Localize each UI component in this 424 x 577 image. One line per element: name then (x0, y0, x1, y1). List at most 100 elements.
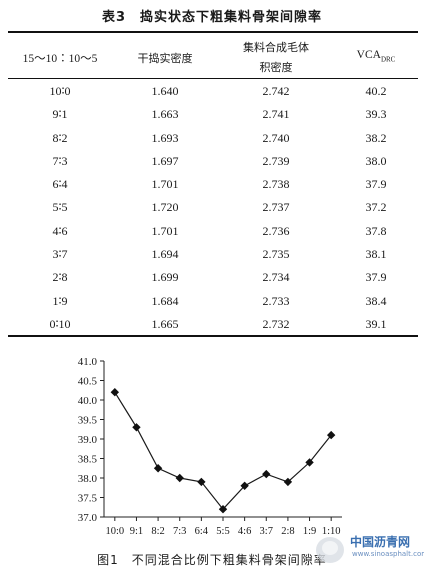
cell-bulk: 2.735 (262, 247, 290, 262)
cell-ratio: 3∶7 (52, 247, 68, 262)
cell-dry: 1.665 (151, 316, 179, 331)
cell-vca: 38.0 (365, 153, 387, 168)
y-tick-label: 38.0 (78, 473, 98, 485)
cell-vca: 37.9 (365, 177, 387, 192)
header-bulk-density-line1: 集料合成毛体 (243, 41, 309, 54)
table-row: 3∶7 1.694 2.735 38.1 (8, 243, 418, 266)
table-row: 10∶0 1.640 2.742 40.2 (8, 80, 418, 103)
cell-vca: 37.9 (365, 270, 387, 285)
table-row: 0∶10 1.665 2.732 39.1 (8, 313, 418, 336)
figure-caption: 图1 不同混合比例下粗集料骨架间隙率 (97, 553, 327, 567)
cell-dry: 1.701 (151, 177, 179, 192)
x-tick-label: 10:0 (105, 526, 124, 537)
header-bulk-density: 集料合成毛体 积密度 (218, 38, 334, 78)
header-vca: VCADRC (334, 49, 418, 63)
cell-ratio: 6∶4 (52, 177, 68, 192)
x-tick-label: 2:8 (281, 526, 294, 537)
cell-bulk: 2.739 (262, 153, 290, 168)
x-tick-label: 6:4 (195, 526, 209, 537)
header-vca-sub: DRC (380, 55, 396, 64)
cell-dry: 1.720 (151, 200, 179, 215)
cell-bulk: 2.733 (262, 293, 290, 308)
data-point-diamond (175, 473, 184, 483)
cell-vca: 38.1 (365, 247, 387, 262)
vca-line-chart: 41.0 40.5 40.0 39.5 39.0 38.5 38.0 37.5 37.0 10:0… (78, 356, 342, 537)
x-tick-label: 4:6 (238, 526, 251, 537)
x-tick-label: 9:1 (130, 526, 143, 537)
cell-ratio: 7∶3 (52, 153, 68, 168)
cell-dry: 1.684 (151, 293, 179, 308)
data-point-diamond (132, 423, 141, 432)
cell-dry: 1.699 (151, 270, 179, 285)
data-point-diamond (305, 458, 314, 467)
cell-bulk: 2.738 (262, 177, 290, 192)
data-point-diamond (326, 430, 336, 440)
y-tick-label: 37.5 (78, 493, 98, 505)
table-row: 1∶9 1.684 2.733 38.4 (8, 290, 418, 313)
cell-vca: 38.4 (365, 293, 387, 308)
cell-ratio: 2∶8 (52, 270, 68, 285)
header-bulk-density-line2: 积密度 (259, 61, 293, 74)
table-row: 2∶8 1.699 2.734 37.9 (8, 266, 418, 289)
watermark-url: www.sinoasphalt.com (352, 550, 424, 558)
cell-vca: 37.2 (365, 200, 387, 215)
header-ratio: 15～10∶10～5 (22, 53, 98, 65)
data-point-diamond (218, 505, 228, 514)
cell-bulk: 2.737 (262, 200, 290, 215)
data-point-diamond (197, 477, 206, 487)
cell-ratio: 5∶5 (52, 200, 68, 215)
cell-vca: 39.3 (365, 107, 387, 122)
data-point-diamond (283, 477, 293, 487)
cell-vca: 40.2 (365, 84, 387, 98)
cell-dry: 1.663 (151, 107, 179, 122)
table-title: 表3 捣实状态下粗集料骨架间隙率 (101, 10, 323, 25)
cell-dry: 1.693 (151, 130, 179, 145)
data-point-diamond (240, 481, 249, 490)
cell-vca: 39.1 (365, 316, 387, 331)
y-tick-label: 39.0 (78, 434, 98, 446)
y-tick-label: 38.5 (78, 454, 98, 466)
x-tick-label: 3:7 (260, 526, 273, 537)
cell-bulk: 2.740 (262, 130, 290, 145)
cell-ratio: 8∶2 (52, 130, 68, 145)
table-top-rule (8, 31, 418, 33)
header-dry-density: 干捣实密度 (137, 52, 193, 65)
table-row: 8∶2 1.693 2.740 38.2 (8, 127, 418, 150)
table-row: 9∶1 1.663 2.741 39.3 (8, 103, 418, 126)
cell-ratio: 1∶9 (52, 293, 68, 308)
y-tick-label: 39.5 (78, 415, 98, 427)
cell-bulk: 2.736 (262, 223, 290, 238)
cell-dry: 1.697 (151, 153, 179, 168)
x-tick-label: 5:5 (216, 526, 229, 537)
cell-dry: 1.640 (151, 84, 179, 98)
series-line (114, 391, 332, 511)
cell-ratio: 9∶1 (52, 107, 68, 122)
x-tick-label: 7:3 (173, 526, 186, 537)
table-header-rule (8, 78, 418, 79)
table-row: 6∶4 1.701 2.738 37.9 (8, 173, 418, 196)
data-point-diamond (110, 388, 120, 397)
cell-dry: 1.701 (151, 223, 179, 238)
y-tick-label: 40.0 (78, 395, 98, 407)
cell-bulk: 2.732 (262, 316, 290, 331)
x-tick-label: 1:10 (322, 526, 341, 537)
cell-ratio: 4∶6 (52, 223, 68, 238)
table-row: 5∶5 1.720 2.737 37.2 (8, 196, 418, 219)
table-body: 10∶0 1.640 2.742 40.2 9∶1 1.663 2.741 39.3 8∶2… (8, 80, 418, 336)
data-point-diamond (262, 469, 271, 479)
y-tick-label: 40.5 (78, 376, 98, 388)
cell-dry: 1.694 (151, 247, 179, 262)
x-tick-label: 8:2 (151, 526, 164, 537)
header-vca-main: VCA (356, 49, 381, 61)
cell-bulk: 2.741 (262, 107, 290, 122)
y-tick-label: 37.0 (78, 512, 98, 524)
y-tick-label: 41.0 (78, 356, 98, 368)
table-row: 4∶6 1.701 2.736 37.8 (8, 220, 418, 243)
cell-bulk: 2.734 (262, 270, 290, 285)
table-row: 7∶3 1.697 2.739 38.0 (8, 150, 418, 173)
cell-ratio: 0∶10 (49, 316, 71, 331)
data-point-diamond (153, 464, 163, 473)
table-bottom-rule (8, 335, 418, 337)
x-tick-label: 1:9 (303, 526, 316, 537)
cell-vca: 37.8 (365, 223, 387, 238)
